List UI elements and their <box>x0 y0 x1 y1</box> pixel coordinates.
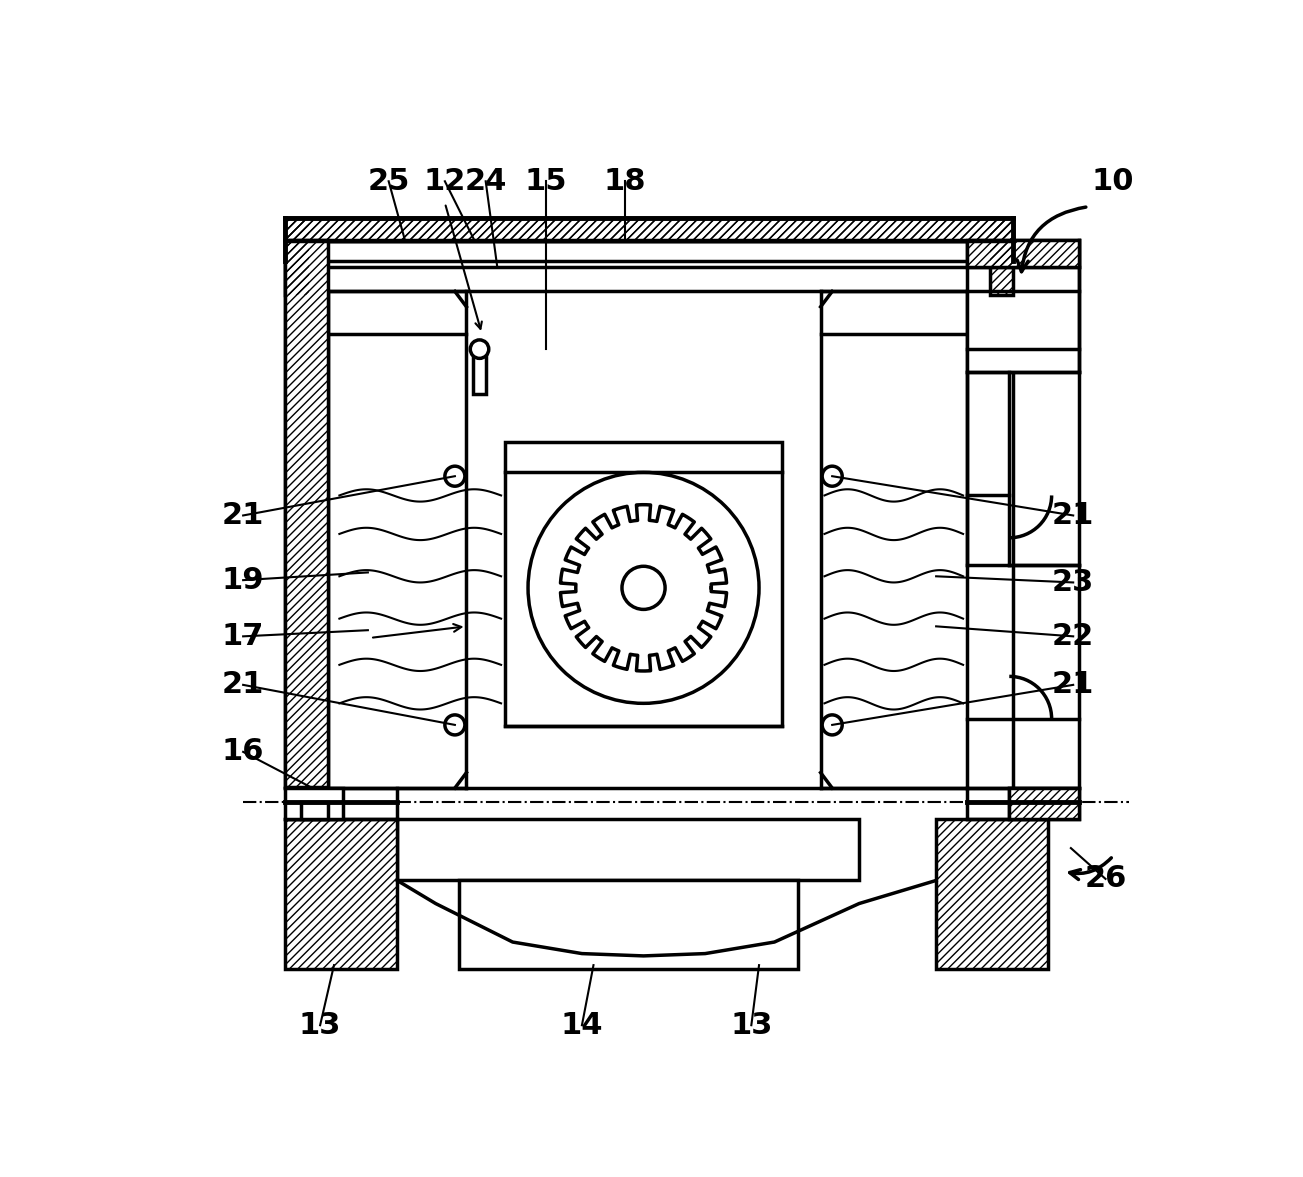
Bar <box>285 240 328 786</box>
Bar <box>285 218 309 295</box>
Polygon shape <box>560 505 727 671</box>
Text: 15: 15 <box>525 167 567 195</box>
Bar <box>285 218 1014 240</box>
Bar <box>285 218 1014 240</box>
Circle shape <box>822 714 842 734</box>
Bar <box>397 819 859 880</box>
Bar <box>285 789 343 819</box>
Bar <box>285 819 397 969</box>
Bar <box>473 347 486 394</box>
Text: 13: 13 <box>730 1011 773 1039</box>
Bar <box>1010 789 1079 819</box>
Bar <box>285 819 397 969</box>
Bar <box>936 819 1048 969</box>
Text: 22: 22 <box>1052 621 1095 651</box>
Text: 24: 24 <box>464 167 507 195</box>
Text: 12: 12 <box>423 167 466 195</box>
Text: 21: 21 <box>222 671 265 699</box>
Text: 21: 21 <box>1052 501 1095 530</box>
Text: 21: 21 <box>222 501 265 530</box>
Text: 13: 13 <box>298 1011 341 1039</box>
Bar <box>990 218 1014 295</box>
Text: 26: 26 <box>1084 864 1127 893</box>
Bar <box>967 240 1079 267</box>
Bar <box>506 441 782 726</box>
Circle shape <box>444 466 465 486</box>
Circle shape <box>622 566 665 610</box>
Bar <box>285 218 1014 241</box>
Bar <box>967 240 1079 267</box>
Text: 18: 18 <box>603 167 646 195</box>
Bar <box>285 218 1014 241</box>
Bar <box>301 802 328 819</box>
Circle shape <box>444 714 465 734</box>
Bar <box>285 218 309 295</box>
Text: 21: 21 <box>1052 671 1095 699</box>
Bar <box>936 819 1048 969</box>
Text: 25: 25 <box>367 167 410 195</box>
Text: 14: 14 <box>560 1011 603 1039</box>
Text: 23: 23 <box>1052 568 1095 597</box>
Bar <box>285 218 1014 241</box>
Bar <box>459 880 797 969</box>
Bar <box>285 240 328 786</box>
Text: 19: 19 <box>222 566 265 594</box>
Circle shape <box>822 466 842 486</box>
Bar <box>1010 789 1079 819</box>
Bar <box>990 218 1014 295</box>
Bar <box>967 240 1079 372</box>
Bar <box>1010 789 1079 819</box>
Circle shape <box>528 472 760 704</box>
Text: 16: 16 <box>222 737 265 766</box>
Text: 17: 17 <box>222 621 265 651</box>
Circle shape <box>470 340 489 358</box>
Text: 10: 10 <box>1092 167 1135 195</box>
